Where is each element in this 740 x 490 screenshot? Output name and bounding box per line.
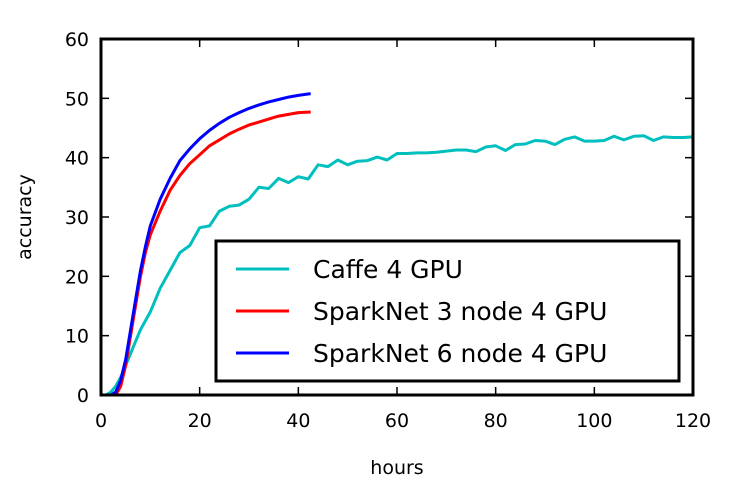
series-line-sparknet-6-node-4-gpu xyxy=(101,92,311,397)
series-line-caffe-4-gpu xyxy=(101,134,694,397)
y-tick-label: 30 xyxy=(65,207,89,229)
series-layer xyxy=(101,92,694,397)
y-tick-label: 40 xyxy=(65,148,89,170)
y-axis-label: accuracy xyxy=(14,174,36,260)
plot-frame xyxy=(99,37,695,397)
legend: Caffe 4 GPU SparkNet 3 node 4 GPU SparkNet… xyxy=(214,239,681,383)
x-tick-label: 20 xyxy=(188,410,212,432)
x-tick-label: 100 xyxy=(576,410,612,432)
y-tick-label: 60 xyxy=(65,29,89,51)
y-tick-label: 10 xyxy=(65,326,89,348)
y-tick-label: 20 xyxy=(65,266,89,288)
legend-box xyxy=(214,239,681,383)
y-tick-label: 0 xyxy=(77,385,89,407)
ticks-layer: 0 20 40 60 80 100 120 0 10 20 30 40 50 60 xyxy=(65,29,711,432)
x-axis-label: hours xyxy=(370,457,423,479)
x-tick-label: 60 xyxy=(385,410,409,432)
y-tick-label: 50 xyxy=(65,88,89,110)
x-tick-label: 40 xyxy=(286,410,310,432)
x-tick-label: 80 xyxy=(484,410,508,432)
x-tick-label: 120 xyxy=(675,410,711,432)
legend-label: SparkNet 6 node 4 GPU xyxy=(313,339,607,368)
x-tick-label: 0 xyxy=(95,410,107,432)
legend-label: SparkNet 3 node 4 GPU xyxy=(313,297,607,326)
legend-label: Caffe 4 GPU xyxy=(313,255,463,284)
